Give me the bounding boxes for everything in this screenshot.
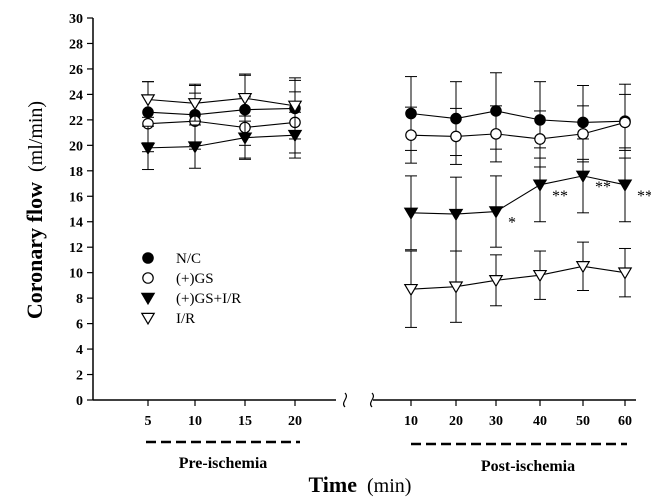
- x-tick-label: 60: [618, 414, 632, 429]
- series-(+)GS+I/R: [140, 111, 633, 252]
- y-tick-label: 12: [69, 241, 83, 256]
- legend-label: (+)GS: [176, 271, 214, 287]
- significance-mark: **: [595, 179, 611, 196]
- axis-break-mark: [342, 392, 348, 408]
- y-tick-label: 16: [69, 190, 83, 205]
- x-axis-title-text: Time: [309, 472, 358, 497]
- significance-mark: *: [508, 215, 516, 232]
- data-point: [403, 283, 419, 297]
- axis-break-mark: [369, 392, 375, 408]
- y-tick-label: 4: [76, 343, 83, 358]
- data-point: [619, 116, 631, 129]
- series-line: [410, 121, 626, 140]
- y-tick-label: 20: [69, 139, 83, 154]
- x-tick-label: 10: [188, 414, 202, 429]
- series-line: [410, 110, 626, 123]
- data-point: [237, 92, 253, 106]
- x-tick-label: 15: [238, 414, 252, 429]
- y-tick-label: 8: [76, 292, 83, 307]
- data-point: [403, 207, 419, 220]
- data-point: [287, 100, 303, 113]
- legend-marker: [140, 312, 156, 326]
- y-axis-title-unit: (ml/min): [25, 101, 47, 172]
- data-point: [532, 179, 548, 192]
- series-layer: [140, 72, 633, 328]
- legend: N/C (+)GS (+)GS+I/R I/R: [140, 251, 241, 327]
- data-point: [575, 170, 591, 183]
- significance-mark: **: [552, 188, 568, 205]
- data-point: [448, 281, 464, 294]
- y-tick-label: 10: [69, 267, 83, 282]
- data-point: [450, 130, 462, 143]
- x-axis-title-unit: (min): [367, 475, 411, 497]
- series-N/C: [142, 72, 631, 160]
- x-tick-label: 10: [404, 414, 418, 429]
- data-point: [187, 98, 203, 111]
- series-(+)GS: [142, 91, 631, 168]
- x-tick-label: 50: [576, 414, 590, 429]
- data-point: [237, 132, 253, 145]
- y-axis-title: Coronary flow (ml/min): [22, 101, 47, 319]
- data-point: [488, 275, 504, 288]
- series-line: [147, 107, 296, 116]
- data-point: [617, 267, 633, 280]
- y-tick-label: 30: [69, 12, 83, 27]
- legend-label: I/R: [176, 311, 195, 327]
- y-tick-label: 14: [69, 216, 83, 231]
- data-point: [140, 94, 156, 107]
- legend-label: N/C: [176, 251, 201, 267]
- series-line: [147, 134, 296, 149]
- legend-marker: [140, 292, 156, 306]
- y-tick-label: 26: [69, 63, 83, 78]
- data-point: [448, 208, 464, 222]
- y-tick-label: 18: [69, 165, 83, 180]
- annotations: *******: [508, 179, 651, 232]
- y-tick-label: 22: [69, 114, 83, 129]
- y-tick-label: 28: [69, 37, 83, 52]
- data-point: [534, 133, 546, 145]
- legend-marker: [142, 252, 154, 264]
- x-tick-label: 40: [533, 414, 547, 429]
- x-tick-label: 20: [288, 414, 302, 429]
- legend-label: (+)GS+I/R: [176, 291, 241, 307]
- data-point: [532, 269, 548, 283]
- pre-ischemia-label: Pre-ischemia: [179, 455, 268, 472]
- x-axis-title: Time (min): [309, 472, 412, 497]
- y-tick-label: 24: [69, 88, 83, 103]
- data-point: [490, 128, 502, 140]
- series-line: [147, 120, 296, 129]
- significance-mark: **: [637, 188, 651, 205]
- y-tick-label: 6: [76, 318, 83, 333]
- x-tick-label: 20: [449, 414, 463, 429]
- data-point: [617, 179, 633, 192]
- data-point: [187, 141, 203, 154]
- post-ischemia-label: Post-ischemia: [481, 458, 575, 475]
- data-point: [140, 142, 156, 155]
- x-tick-label: 5: [145, 414, 152, 429]
- y-tick-label: 0: [76, 394, 83, 409]
- data-point: [405, 129, 417, 141]
- y-axis-title-text: Coronary flow: [22, 182, 47, 319]
- x-axis: 5 10 15 20 10 20 30 40 50 60: [93, 392, 636, 446]
- series-line: [410, 175, 626, 215]
- series-I/R: [140, 74, 633, 328]
- data-point: [575, 261, 591, 274]
- x-tick-label: 30: [489, 414, 503, 429]
- series-line: [147, 97, 296, 107]
- y-tick-label: 2: [76, 369, 83, 384]
- series-line: [410, 265, 626, 290]
- data-point: [577, 128, 589, 140]
- legend-marker: [142, 272, 154, 284]
- data-point: [488, 206, 504, 219]
